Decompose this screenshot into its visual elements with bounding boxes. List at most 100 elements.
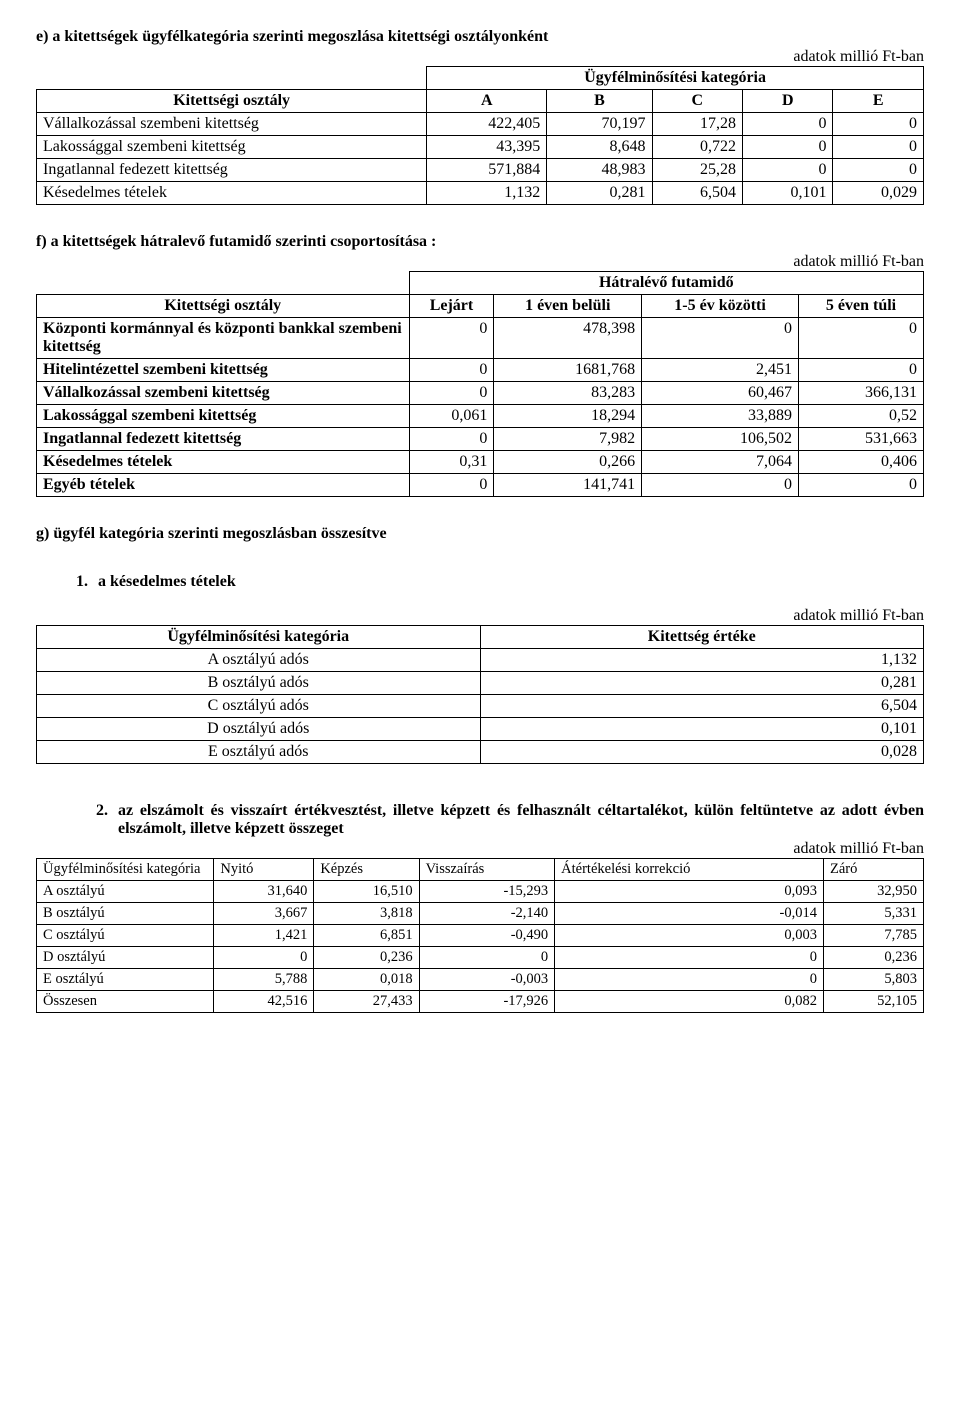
table-cell: 48,983 — [547, 159, 652, 182]
table-row-label: Késedelmes tételek — [37, 451, 410, 474]
table-cell: 31,640 — [214, 881, 314, 903]
table-cell: -0,014 — [555, 903, 824, 925]
table-cell: 0,406 — [799, 451, 924, 474]
table-cell: 1,132 — [480, 649, 924, 672]
table-cell: 0,722 — [652, 136, 742, 159]
table-cell: 83,283 — [494, 382, 642, 405]
table-cell: 7,064 — [642, 451, 799, 474]
table-e: Ügyfélminősítési kategória Kitettségi os… — [36, 66, 924, 205]
table-cell: 0,236 — [314, 947, 419, 969]
table-cell: -17,926 — [419, 991, 555, 1013]
table-cell: 0 — [833, 136, 924, 159]
table-cell: 0,028 — [480, 741, 924, 764]
table-cell: 6,851 — [314, 925, 419, 947]
g1-heading: 1. a késedelmes tételek — [76, 573, 924, 591]
table-row-label: Késedelmes tételek — [37, 182, 427, 205]
g2-h2: Képzés — [314, 859, 419, 881]
table-cell: 366,131 — [799, 382, 924, 405]
g1-unit: adatok millió Ft-ban — [36, 607, 924, 625]
table-f-col-2: 1-5 év közötti — [642, 295, 799, 318]
section-f-title: f) a kitettségek hátralevő futamidő szer… — [36, 233, 924, 251]
table-cell: 0,236 — [824, 947, 924, 969]
table-cell: 141,741 — [494, 474, 642, 497]
table-f-col-0: Lejárt — [409, 295, 494, 318]
table-cell: 27,433 — [314, 991, 419, 1013]
table-e-col-d: D — [743, 90, 833, 113]
table-cell: 5,803 — [824, 969, 924, 991]
table-cell: 0 — [409, 428, 494, 451]
table-cell: -2,140 — [419, 903, 555, 925]
table-cell: 0,281 — [547, 182, 652, 205]
table-cell: 422,405 — [427, 113, 547, 136]
table-cell: 33,889 — [642, 405, 799, 428]
table-row-label: E osztályú adós — [37, 741, 481, 764]
g1-col1: Ügyfélminősítési kategória — [37, 626, 481, 649]
table-cell: 0 — [642, 474, 799, 497]
table-f-col-1: 1 éven belüli — [494, 295, 642, 318]
table-cell: 17,28 — [652, 113, 742, 136]
table-row-label: Hitelintézettel szembeni kitettség — [37, 359, 410, 382]
table-cell: 0 — [743, 136, 833, 159]
table-e-col-e: E — [833, 90, 924, 113]
table-cell: 0 — [743, 159, 833, 182]
table-cell: 2,451 — [642, 359, 799, 382]
table-row-label: A osztályú adós — [37, 649, 481, 672]
table-g2: Ügyfélminősítési kategória Nyitó Képzés … — [36, 858, 924, 1013]
table-row-label: Ingatlannal fedezett kitettség — [37, 159, 427, 182]
table-cell: 531,663 — [799, 428, 924, 451]
table-row-label: D osztályú adós — [37, 718, 481, 741]
section-e-title: e) a kitettségek ügyfélkategória szerint… — [36, 28, 924, 46]
table-cell: 0 — [743, 113, 833, 136]
g2-unit: adatok millió Ft-ban — [36, 840, 924, 858]
table-row-label: B osztályú adós — [37, 672, 481, 695]
table-cell: 60,467 — [642, 382, 799, 405]
section-f-unit: adatok millió Ft-ban — [36, 253, 924, 271]
table-f-col-3: 5 éven túli — [799, 295, 924, 318]
table-cell: -0,003 — [419, 969, 555, 991]
g2-h5: Záró — [824, 859, 924, 881]
table-cell: 70,197 — [547, 113, 652, 136]
table-cell: 32,950 — [824, 881, 924, 903]
table-cell: 0,101 — [743, 182, 833, 205]
table-cell: 0,31 — [409, 451, 494, 474]
table-row-label: Vállalkozással szembeni kitettség — [37, 113, 427, 136]
table-cell: 0,082 — [555, 991, 824, 1013]
table-cell: 0,266 — [494, 451, 642, 474]
table-cell: 5,331 — [824, 903, 924, 925]
table-g1: Ügyfélminősítési kategória Kitettség ért… — [36, 625, 924, 764]
table-cell: 0 — [799, 474, 924, 497]
table-f-superheader: Hátralévő futamidő — [409, 272, 923, 295]
g2-title: az elszámolt és visszaírt értékvesztést,… — [118, 802, 924, 838]
table-e-superheader: Ügyfélminősítési kategória — [427, 67, 924, 90]
table-cell: 1681,768 — [494, 359, 642, 382]
table-cell: 0,003 — [555, 925, 824, 947]
table-e-col-a: A — [427, 90, 547, 113]
g2-marker: 2. — [96, 802, 118, 838]
table-cell: 0 — [409, 474, 494, 497]
table-cell: 0 — [642, 318, 799, 359]
table-cell: 1,421 — [214, 925, 314, 947]
table-cell: 18,294 — [494, 405, 642, 428]
table-cell: 43,395 — [427, 136, 547, 159]
table-cell: 571,884 — [427, 159, 547, 182]
table-cell: 7,785 — [824, 925, 924, 947]
table-cell: 1,132 — [427, 182, 547, 205]
table-row-label: A osztályú — [37, 881, 214, 903]
table-cell: 0 — [419, 947, 555, 969]
table-row-label: Egyéb tételek — [37, 474, 410, 497]
table-cell: 42,516 — [214, 991, 314, 1013]
table-cell: -15,293 — [419, 881, 555, 903]
table-e-col-c: C — [652, 90, 742, 113]
g2-h0: Ügyfélminősítési kategória — [37, 859, 214, 881]
table-cell: 0 — [409, 359, 494, 382]
table-cell: 0 — [409, 318, 494, 359]
table-cell: 106,502 — [642, 428, 799, 451]
table-row-label: Lakossággal szembeni kitettség — [37, 405, 410, 428]
table-cell: 0 — [409, 382, 494, 405]
table-cell: 0 — [799, 359, 924, 382]
table-row-label: Lakossággal szembeni kitettség — [37, 136, 427, 159]
g2-h3: Visszaírás — [419, 859, 555, 881]
table-row-label: Központi kormánnyal és központi bankkal … — [37, 318, 410, 359]
table-row-label: Összesen — [37, 991, 214, 1013]
table-row-label: E osztályú — [37, 969, 214, 991]
